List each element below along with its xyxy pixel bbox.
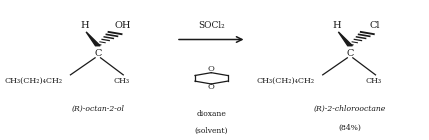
Text: (R)-2-chlorooctane: (R)-2-chlorooctane	[314, 105, 386, 113]
Text: CH₃(CH₂)₄CH₂: CH₃(CH₂)₄CH₂	[257, 77, 315, 85]
Text: CH₃: CH₃	[114, 77, 130, 85]
Text: Cl: Cl	[369, 21, 380, 30]
Text: C: C	[94, 49, 102, 58]
Text: C: C	[346, 49, 354, 58]
Text: (84%): (84%)	[338, 124, 362, 132]
Text: OH: OH	[114, 21, 131, 30]
Text: (R)-octan-2-ol: (R)-octan-2-ol	[71, 105, 124, 113]
Text: O: O	[208, 83, 214, 91]
Text: SOCl₂: SOCl₂	[198, 21, 225, 30]
Polygon shape	[338, 32, 353, 46]
Text: dioxane: dioxane	[196, 110, 226, 118]
Text: CH₃(CH₂)₄CH₂: CH₃(CH₂)₄CH₂	[5, 77, 63, 85]
Text: O: O	[208, 65, 214, 73]
Polygon shape	[86, 32, 100, 46]
Text: CH₃: CH₃	[366, 77, 382, 85]
Text: (solvent): (solvent)	[194, 127, 228, 135]
Text: H: H	[81, 21, 89, 30]
Text: H: H	[333, 21, 341, 30]
